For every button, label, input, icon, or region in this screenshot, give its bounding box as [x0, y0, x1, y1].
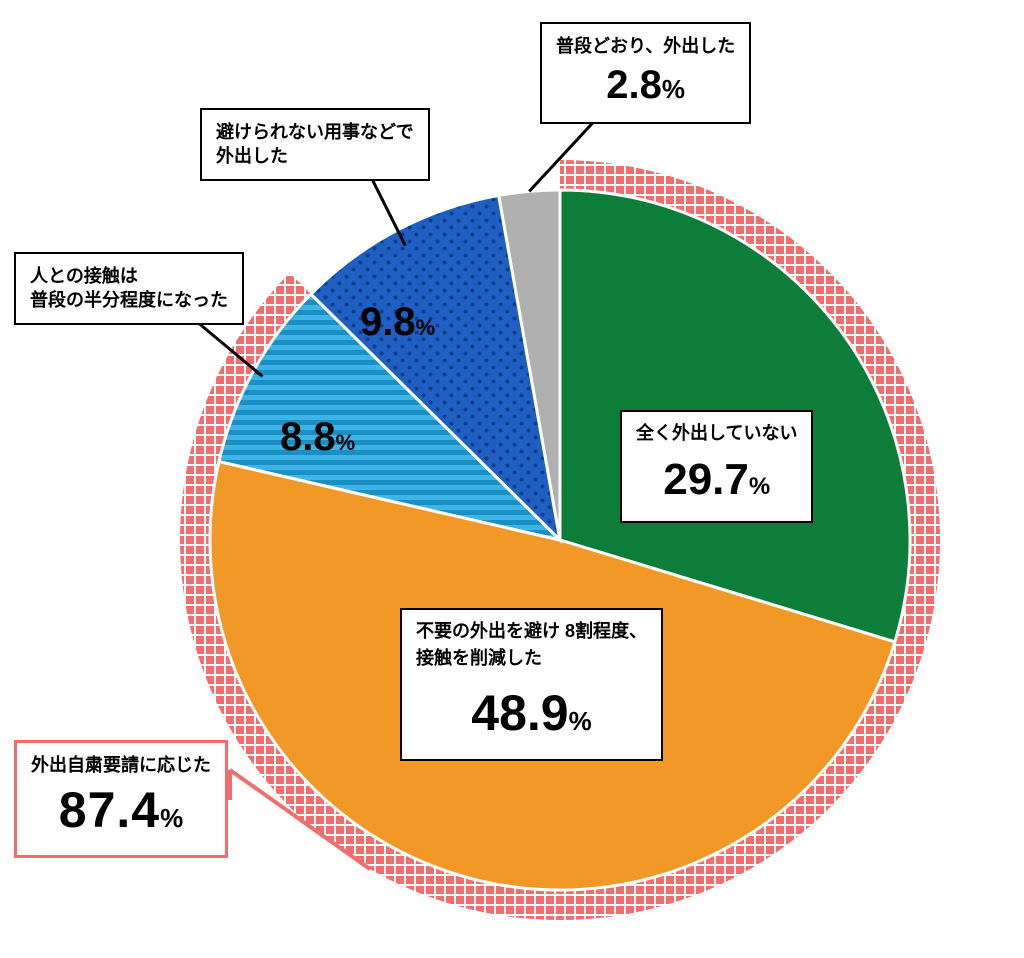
callout-as-usual-value: 2.8	[606, 63, 662, 107]
inline-reduced-l1: 不要の外出を避け 8割程度、	[416, 618, 647, 645]
callout-as-usual-label: 普段どおり、外出した	[556, 34, 735, 58]
inline-reduced-value: 48.9	[471, 685, 568, 741]
callout-half-contact: 人との接触は 普段の半分程度になった	[14, 252, 244, 325]
callout-summary-label: 外出自粛要請に応じた	[31, 753, 211, 777]
inline-no-outing-value: 29.7	[663, 455, 749, 504]
slice-pct-unavoidable: 9.8%	[360, 300, 435, 345]
callout-unavoidable: 避けられない用事などで 外出した	[200, 108, 430, 181]
inline-reduced-80: 不要の外出を避け 8割程度、 接触を削減した 48.9%	[400, 608, 663, 761]
callout-summary-value: 87.4	[59, 782, 160, 838]
callout-half-l1: 人との接触は	[30, 264, 228, 288]
inline-no-outing-label: 全く外出していない	[636, 420, 797, 447]
callout-unavoidable-l2: 外出した	[216, 144, 414, 168]
slice-pct-half: 8.8%	[280, 415, 355, 460]
inline-no-outing: 全く外出していない 29.7%	[620, 410, 813, 523]
callout-summary: 外出自粛要請に応じた 87.4%	[14, 740, 228, 858]
inline-reduced-l2: 接触を削減した	[416, 645, 647, 672]
callout-unavoidable-l1: 避けられない用事などで	[216, 120, 414, 144]
callout-as-usual: 普段どおり、外出した 2.8%	[540, 22, 751, 124]
callout-half-l2: 普段の半分程度になった	[30, 288, 228, 312]
